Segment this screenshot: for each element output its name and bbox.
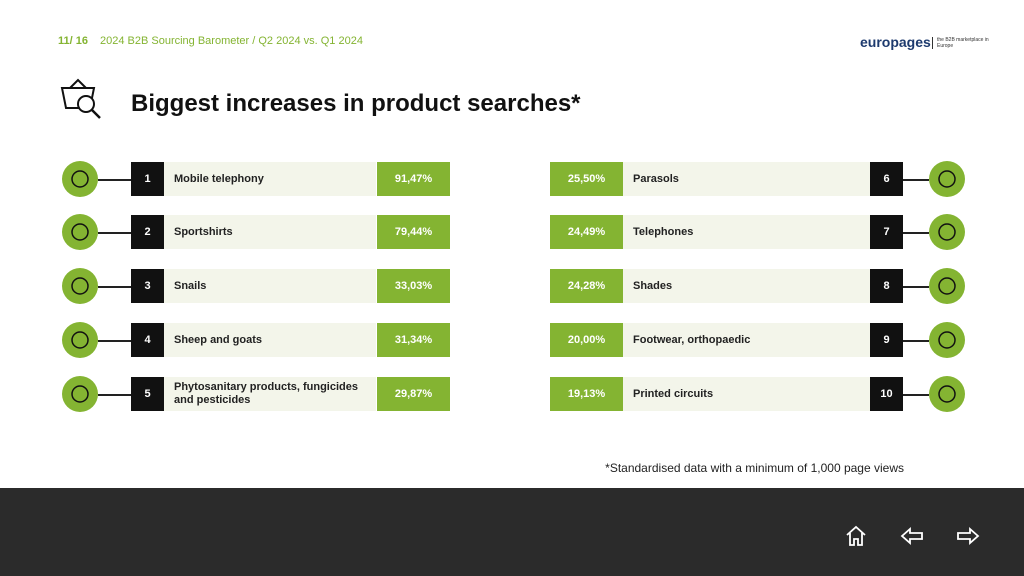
connector [98, 394, 131, 396]
brand: europages [860, 34, 931, 50]
item-value: 79,44% [377, 215, 450, 249]
category-icon [929, 322, 965, 358]
connector [903, 232, 929, 234]
item-name: Mobile telephony [164, 162, 376, 196]
rank: 3 [131, 269, 164, 303]
rank: 1 [131, 162, 164, 196]
footnote: *Standardised data with a minimum of 1,0… [605, 461, 904, 475]
home-button[interactable] [844, 524, 868, 548]
connector [903, 179, 929, 181]
item-value: 91,47% [377, 162, 450, 196]
category-icon [62, 268, 98, 304]
subtitle: 2024 B2B Sourcing Barometer / Q2 2024 vs… [100, 35, 363, 47]
connector [98, 232, 131, 234]
item-name: Sheep and goats [164, 323, 376, 357]
item-name: Parasols [623, 162, 870, 196]
item-value: 19,13% [550, 377, 623, 411]
category-icon [62, 322, 98, 358]
item-value: 20,00% [550, 323, 623, 357]
connector [98, 286, 131, 288]
connector [903, 340, 929, 342]
rank: 2 [131, 215, 164, 249]
item-value: 33,03% [377, 269, 450, 303]
item-value: 24,28% [550, 269, 623, 303]
tagline: the B2B marketplace in Europe [932, 37, 989, 49]
category-icon [929, 214, 965, 250]
next-button[interactable] [956, 524, 980, 548]
category-icon [62, 214, 98, 250]
rank: 9 [870, 323, 903, 357]
connector [903, 286, 929, 288]
connector [903, 394, 929, 396]
connector [98, 340, 131, 342]
footer [0, 488, 1024, 576]
item-value: 25,50% [550, 162, 623, 196]
item-value: 29,87% [377, 377, 450, 411]
rank: 7 [870, 215, 903, 249]
connector [98, 179, 131, 181]
rank: 10 [870, 377, 903, 411]
rank: 8 [870, 269, 903, 303]
rank: 5 [131, 377, 164, 411]
category-icon [929, 161, 965, 197]
basket-icon [60, 78, 101, 119]
page-number: 11/ 16 [58, 35, 88, 47]
item-name: Shades [623, 269, 870, 303]
item-name: Sportshirts [164, 215, 376, 249]
item-name: Phytosanitary products, fungicides and p… [164, 377, 376, 411]
title: Biggest increases in product searches* [131, 90, 581, 117]
item-name: Printed circuits [623, 377, 870, 411]
item-value: 31,34% [377, 323, 450, 357]
item-value: 24,49% [550, 215, 623, 249]
rank: 6 [870, 162, 903, 196]
rank: 4 [131, 323, 164, 357]
item-name: Telephones [623, 215, 870, 249]
previous-button[interactable] [900, 524, 924, 548]
category-icon [62, 376, 98, 412]
category-icon [62, 161, 98, 197]
category-icon [929, 268, 965, 304]
item-name: Footwear, orthopaedic [623, 323, 870, 357]
item-name: Snails [164, 269, 376, 303]
category-icon [929, 376, 965, 412]
